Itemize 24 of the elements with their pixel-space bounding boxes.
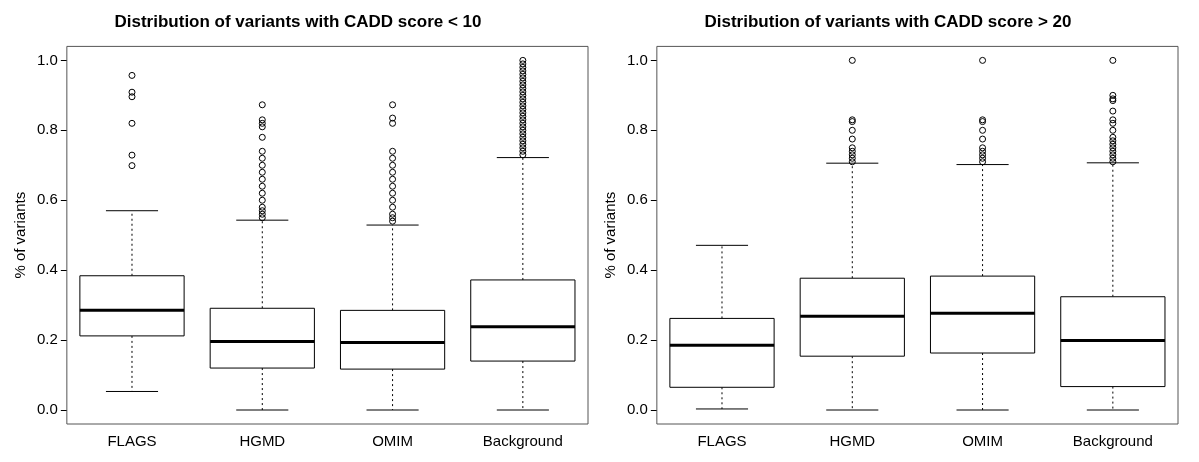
y-tick-label: 1.0: [36, 50, 58, 68]
y-tick-label: 0.6: [36, 190, 58, 208]
y-axis-title: % of variants: [601, 191, 619, 279]
y-tick-label: 0.0: [626, 400, 648, 418]
chart-title: Distribution of variants with CADD score < 10: [114, 11, 482, 31]
y-tick-label: 0.4: [626, 260, 648, 278]
chart-title: Distribution of variants with CADD score > 20: [704, 11, 1072, 31]
x-tick-label: Background: [1072, 432, 1153, 450]
x-tick-label: FLAGS: [697, 432, 747, 450]
y-tick-label: 0.2: [36, 330, 58, 348]
x-tick-label: FLAGS: [107, 432, 157, 450]
x-tick-label: Background: [482, 432, 563, 450]
x-tick-label: OMIM: [372, 432, 413, 450]
y-tick-label: 0.0: [36, 400, 58, 418]
x-tick-label: OMIM: [962, 432, 1003, 450]
y-tick-label: 0.6: [626, 190, 648, 208]
y-tick-label: 0.4: [36, 260, 58, 278]
y-tick-label: 0.8: [36, 120, 58, 138]
y-tick-label: 1.0: [626, 50, 648, 68]
x-tick-label: HGMD: [829, 432, 876, 450]
y-tick-label: 0.8: [626, 120, 648, 138]
x-tick-label: HGMD: [239, 432, 286, 450]
y-axis-title: % of variants: [11, 191, 29, 279]
y-tick-label: 0.2: [626, 330, 648, 348]
